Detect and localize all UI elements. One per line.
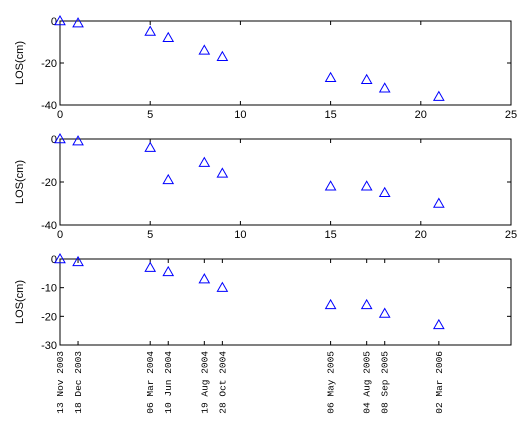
- data-point: [360, 73, 373, 85]
- x-tick-label: 5: [147, 109, 153, 121]
- panel-top: 0 -20 -40 LOS(cm) 0 5 10 15 20 25: [14, 14, 517, 121]
- x-date-tick-label: 18 Dec 2003: [73, 351, 84, 414]
- x-tick-label: 20: [415, 229, 427, 241]
- data-point: [216, 167, 229, 178]
- y-tick-label: -20: [41, 311, 57, 323]
- data-point: [162, 265, 175, 277]
- y-tick-label: -20: [41, 177, 57, 189]
- axes-frame: [59, 138, 512, 226]
- x-date-tick-label: 08 Sep 2005: [380, 351, 391, 414]
- data-point: [198, 156, 211, 167]
- y-tick-label: -20: [41, 58, 57, 70]
- panel-bottom: 0 -10 -20 -30 LOS(cm) 13 Nov 2003 18 Dec 2003 0…: [14, 252, 512, 414]
- data-point: [72, 135, 84, 146]
- data-point: [216, 281, 229, 292]
- data-point: [144, 25, 157, 36]
- x-tick-label: 15: [324, 109, 336, 121]
- x-tick-label: 25: [505, 229, 517, 241]
- data-point: [324, 180, 337, 191]
- x-date-tick-label: 13 Nov 2003: [55, 351, 66, 414]
- x-tick-label: 5: [147, 229, 153, 241]
- axes-frame: [59, 258, 512, 346]
- x-date-tick-label: 19 Aug 2004: [199, 351, 210, 414]
- data-point: [162, 31, 175, 43]
- data-point: [324, 298, 337, 310]
- data-point: [144, 141, 157, 152]
- y-axis-label: LOS(cm): [14, 160, 26, 204]
- data-point: [432, 318, 445, 330]
- data-point: [54, 14, 66, 26]
- data-point: [360, 298, 373, 310]
- data-point: [54, 132, 66, 144]
- y-tick-label: 0: [51, 16, 57, 28]
- x-date-tick-label: 06 May 2005: [326, 351, 337, 414]
- y-axis-label: LOS(cm): [14, 280, 26, 324]
- y-tick-label: -10: [41, 283, 57, 295]
- data-point: [72, 17, 84, 28]
- data-point: [360, 180, 373, 191]
- y-tick-label: 0: [51, 134, 57, 146]
- data-point: [216, 50, 229, 61]
- x-tick-label: 0: [57, 229, 63, 241]
- x-tick-label: 25: [505, 109, 517, 121]
- data-point: [432, 197, 445, 208]
- x-date-tick-label: 04 Aug 2005: [362, 351, 373, 414]
- data-point: [432, 90, 445, 101]
- axes-frame: [59, 20, 512, 106]
- data-point: [378, 82, 391, 93]
- y-tick-label: 0: [51, 254, 57, 266]
- x-tick-label: 0: [57, 109, 63, 121]
- x-tick-label: 10: [234, 109, 246, 121]
- x-date-tick-label: 06 Mar 2004: [145, 351, 156, 414]
- data-point: [72, 255, 84, 267]
- data-point: [324, 71, 337, 82]
- data-point: [162, 173, 175, 185]
- x-date-tick-label: 28 Oct 2004: [217, 351, 228, 414]
- data-point: [198, 44, 211, 55]
- x-tick-label: 10: [234, 229, 246, 241]
- data-point: [378, 186, 391, 197]
- x-tick-label: 20: [415, 109, 427, 121]
- y-tick-label: -40: [41, 100, 57, 112]
- data-point: [198, 273, 211, 284]
- y-tick-label: -30: [41, 340, 57, 352]
- x-date-tick-label: 02 Mar 2006: [434, 351, 445, 414]
- data-point: [54, 252, 66, 264]
- x-date-tick-label: 10 Jun 2004: [163, 351, 174, 414]
- panel-middle: 0 -20 -40 LOS(cm) 0 5 10 15 20 25: [14, 132, 517, 241]
- data-point: [378, 307, 391, 318]
- x-tick-label: 15: [324, 229, 336, 241]
- y-axis-label: LOS(cm): [14, 41, 26, 85]
- y-tick-label: -40: [41, 220, 57, 232]
- data-point: [144, 261, 157, 272]
